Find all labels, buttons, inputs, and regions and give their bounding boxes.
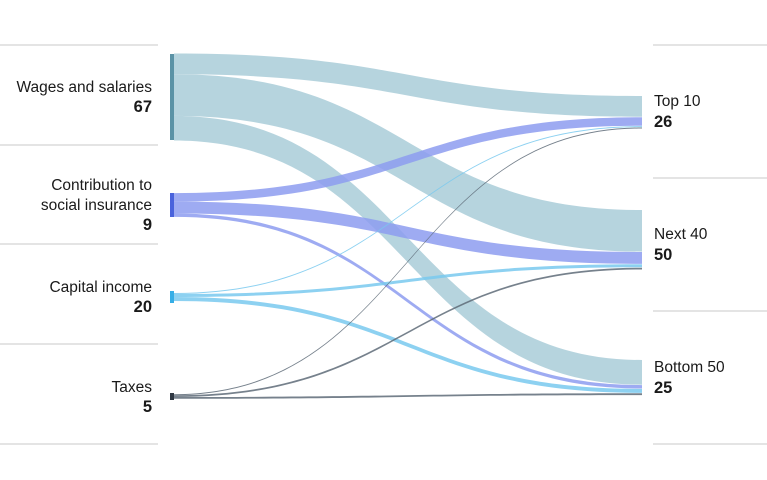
target-label: Top 10	[654, 93, 701, 110]
flow-3-to-0	[174, 127, 642, 396]
target-label: Next 40	[654, 226, 708, 243]
source-label: social insurance	[41, 197, 152, 214]
target-label: Bottom 50	[654, 359, 725, 376]
flow-1-to-1	[174, 201, 642, 264]
source-bars	[170, 54, 174, 400]
source-bar-3	[170, 393, 174, 400]
source-bar-2	[170, 291, 174, 303]
flow-2-to-1	[174, 264, 642, 297]
source-label: Taxes	[112, 379, 153, 396]
source-bar-1	[170, 193, 174, 217]
flow-3-to-1	[174, 267, 642, 397]
flow-0-to-2	[174, 115, 642, 385]
source-label: Capital income	[49, 279, 152, 296]
source-bar-0	[170, 54, 174, 140]
flow-2-to-0	[174, 126, 642, 294]
source-value: 67	[134, 98, 152, 116]
flow-1-to-0	[174, 117, 642, 202]
source-value: 20	[134, 298, 152, 316]
labels: Wages and salaries 67 Contribution to socia…	[16, 79, 725, 416]
target-value: 50	[654, 246, 672, 264]
target-value: 25	[654, 379, 672, 397]
flow-1-to-2	[174, 213, 642, 389]
flow-2-to-2	[174, 297, 642, 393]
flows	[174, 53, 642, 399]
flow-3-to-2	[174, 393, 642, 399]
target-value: 26	[654, 113, 672, 131]
flow-0-to-0	[174, 53, 642, 117]
source-value: 5	[143, 398, 152, 416]
separators	[0, 44, 767, 445]
source-label: Wages and salaries	[16, 79, 152, 96]
source-value: 9	[143, 216, 152, 234]
source-label: Contribution to	[51, 177, 152, 194]
